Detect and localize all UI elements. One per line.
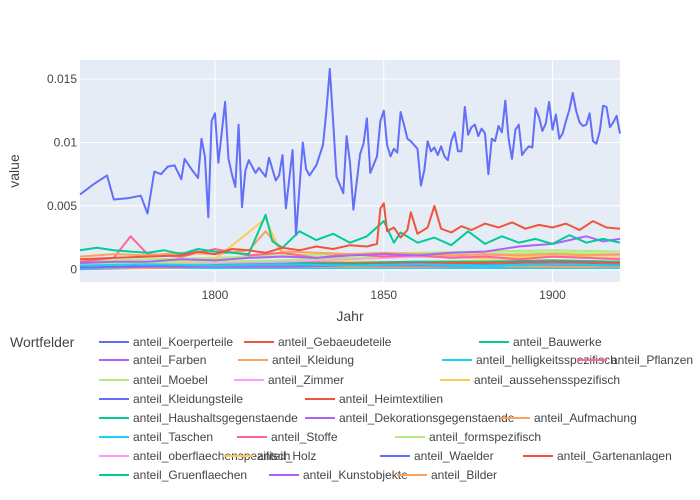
legend-entry: anteil_Taschen xyxy=(133,430,213,444)
legend-entry: anteil_Holz xyxy=(257,449,316,463)
series-line-anteil_Farben xyxy=(79,235,621,264)
series-line-anteil_Bauwerke xyxy=(79,213,621,256)
legend-entry: anteil_oberflaechenspezifisch xyxy=(133,449,290,463)
legend-entry: anteil_Farben xyxy=(133,353,206,367)
y-tick-label: 0.01 xyxy=(54,135,78,149)
y-tick-label: 0.015 xyxy=(47,72,77,86)
legend: anteil_Koerperteile anteil_Gebaeudeteile a… xyxy=(99,335,693,482)
legend-entry: anteil_formspezifisch xyxy=(429,430,541,444)
y-tick-label: 0.005 xyxy=(47,199,77,213)
series-line-anteil_helligkeitsspezifisch xyxy=(79,263,621,267)
series-line-anteil_Koerperteile xyxy=(79,67,621,237)
legend-entry: anteil_Haushaltsgegenstaende xyxy=(133,411,298,425)
x-axis-ticks: 1800 1850 1900 xyxy=(202,288,567,302)
legend-entry: anteil_Gebaeudeteile xyxy=(278,335,392,349)
series-line-anteil_Gebaeudeteile xyxy=(79,202,621,261)
legend-title: Wortfelder xyxy=(10,334,75,350)
legend-entry: anteil_Dekorationsgegenstaende xyxy=(339,411,515,425)
x-tick-label: 1900 xyxy=(539,288,566,302)
legend-entry: anteil_Stoffe xyxy=(271,430,338,444)
y-axis-title: value xyxy=(6,154,22,188)
y-tick-label: 0 xyxy=(70,262,77,276)
legend-entry: anteil_Pflanzen xyxy=(611,353,693,367)
legend-entry: anteil_Gruenflaechen xyxy=(133,468,247,482)
legend-entry: anteil_Bauwerke xyxy=(513,335,602,349)
legend-entry: anteil_Gartenanlagen xyxy=(557,449,672,463)
legend-entry: anteil_aussehensspezifisch xyxy=(474,373,620,387)
x-tick-label: 1800 xyxy=(202,288,229,302)
series-line-anteil_Moebel xyxy=(79,251,621,266)
legend-entry: anteil_Moebel xyxy=(133,373,208,387)
gridlines xyxy=(80,60,620,282)
legend-entry: anteil_Zimmer xyxy=(268,373,344,387)
legend-entry: anteil_Waelder xyxy=(414,449,494,463)
legend-entry: anteil_Kleidung xyxy=(272,353,354,367)
x-tick-label: 1850 xyxy=(370,288,397,302)
legend-entry: anteil_Heimtextilien xyxy=(339,392,443,406)
legend-entry: anteil_Bilder xyxy=(431,468,497,482)
x-axis-title: Jahr xyxy=(336,308,364,324)
series-lines xyxy=(79,67,621,271)
legend-entry: anteil_Koerperteile xyxy=(133,335,233,349)
y-axis-ticks: 0 0.005 0.01 0.015 xyxy=(47,72,77,276)
legend-entry: anteil_Aufmachung xyxy=(534,411,637,425)
legend-entry: anteil_Kunstobjekte xyxy=(303,468,408,482)
legend-entry: anteil_Kleidungsteile xyxy=(133,392,243,406)
legend-entry: anteil_helligkeitsspezifisch xyxy=(476,353,617,367)
